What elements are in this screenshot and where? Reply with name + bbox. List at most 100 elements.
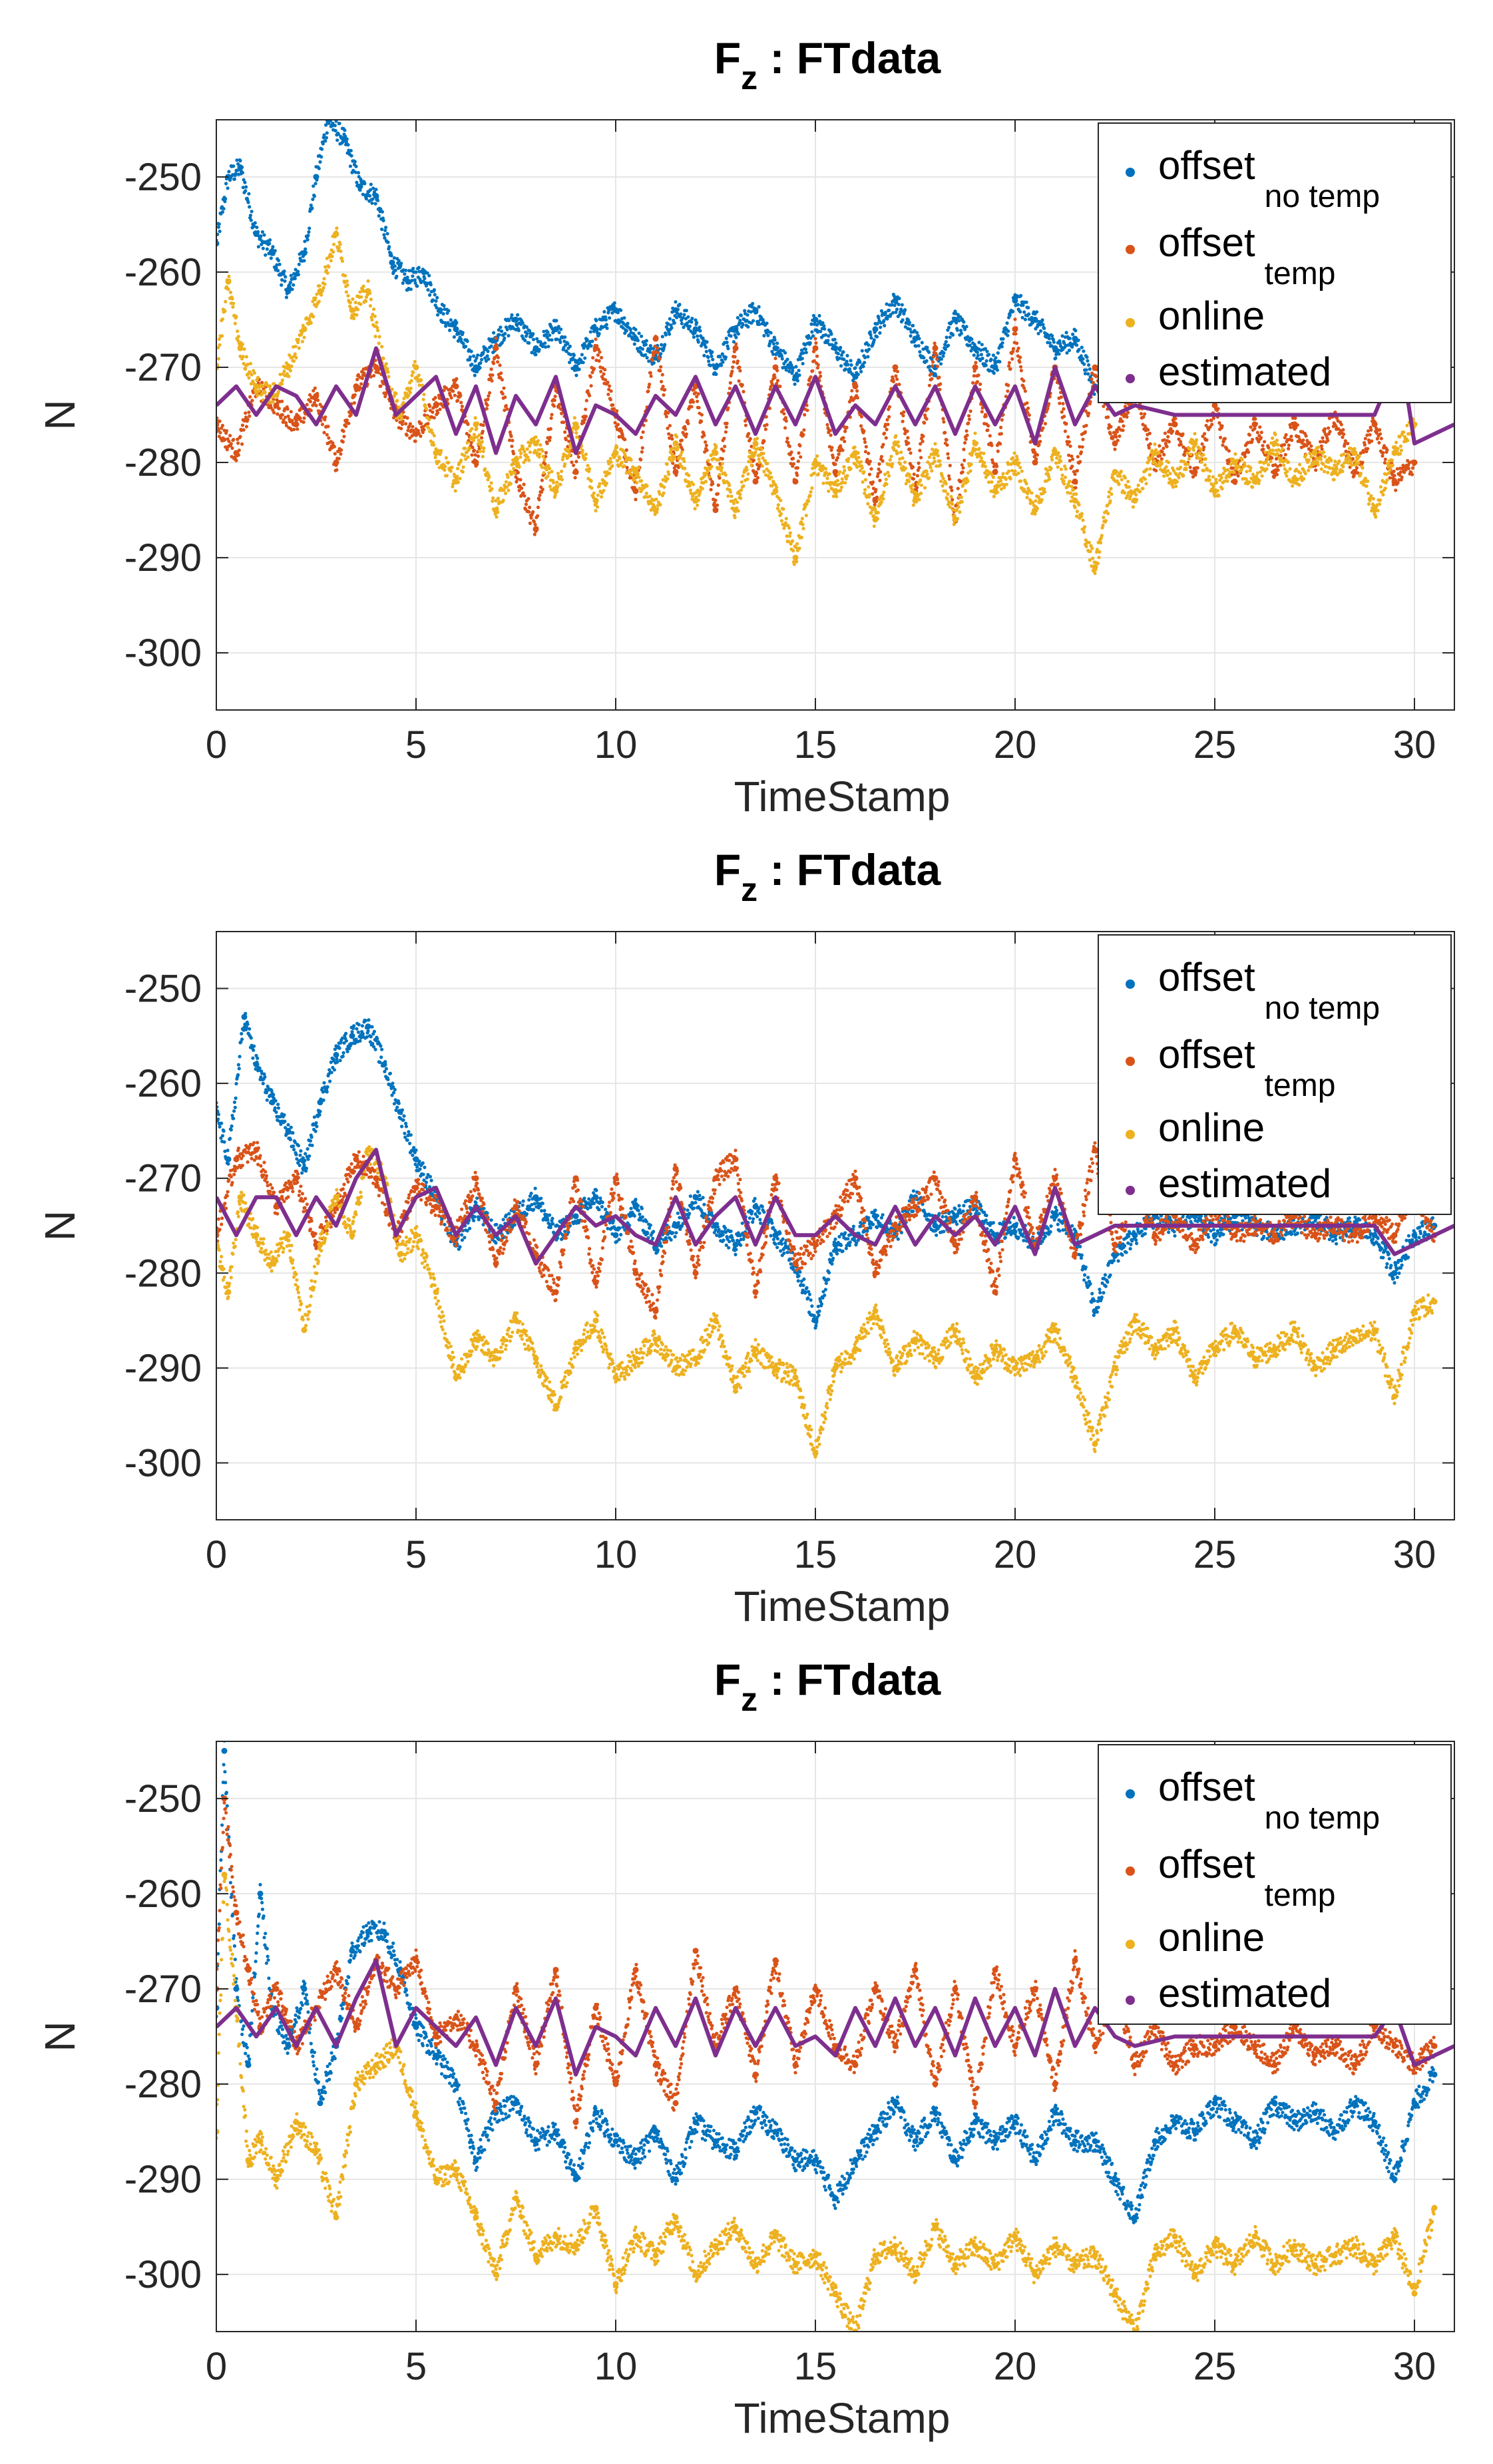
trace-dot bbox=[987, 353, 991, 357]
trace-dot bbox=[702, 353, 706, 358]
trace-dot bbox=[1082, 349, 1086, 353]
trace-dot bbox=[544, 468, 548, 472]
trace-dot bbox=[516, 313, 520, 317]
trace-dot bbox=[1026, 406, 1030, 411]
trace-dot bbox=[693, 506, 697, 511]
trace-dot bbox=[1147, 446, 1151, 450]
trace-dot bbox=[783, 351, 787, 355]
trace-dot bbox=[324, 268, 328, 272]
trace-dot bbox=[247, 376, 251, 380]
trace-dot bbox=[216, 357, 220, 361]
trace-dot bbox=[734, 335, 738, 339]
trace-dot bbox=[917, 337, 921, 341]
trace-dot bbox=[659, 365, 663, 369]
trace-dot bbox=[720, 462, 724, 466]
trace-dot bbox=[356, 171, 361, 175]
trace-dot bbox=[540, 490, 544, 494]
trace-dot bbox=[913, 329, 917, 333]
trace-dot bbox=[623, 437, 627, 442]
trace-dot bbox=[716, 492, 720, 496]
trace-dot bbox=[348, 301, 353, 305]
trace-dot bbox=[535, 526, 539, 530]
trace-dot bbox=[840, 477, 844, 481]
trace-dot bbox=[280, 382, 284, 386]
trace-dot bbox=[1126, 411, 1130, 415]
trace-dot bbox=[240, 442, 244, 446]
trace-dot bbox=[316, 391, 320, 396]
trace-dot bbox=[1088, 367, 1092, 371]
trace-dot bbox=[450, 465, 454, 469]
trace-dot bbox=[935, 353, 939, 357]
trace-dot bbox=[720, 457, 724, 461]
trace-dot bbox=[432, 416, 437, 420]
trace-dot bbox=[780, 357, 784, 361]
trace-dot bbox=[841, 436, 845, 440]
trace-dot bbox=[490, 379, 494, 383]
trace-dot bbox=[623, 331, 627, 335]
trace-dot bbox=[999, 432, 1003, 436]
trace-dot bbox=[436, 411, 440, 415]
trace-dot bbox=[845, 353, 849, 358]
trace-dot bbox=[216, 232, 220, 236]
trace-dot bbox=[1118, 434, 1122, 439]
trace-dot bbox=[439, 448, 443, 452]
trace-dot bbox=[1014, 332, 1018, 336]
trace-dot bbox=[434, 299, 438, 303]
trace-dot bbox=[233, 321, 237, 325]
trace-dot bbox=[322, 133, 326, 137]
trace-dot bbox=[435, 305, 439, 309]
trace-dot bbox=[712, 456, 716, 460]
trace-dot bbox=[1000, 418, 1004, 422]
trace-dot bbox=[746, 472, 750, 476]
trace-dot bbox=[1026, 411, 1030, 415]
trace-dot bbox=[1284, 433, 1288, 437]
trace-dot bbox=[1341, 435, 1345, 439]
trace-dot bbox=[837, 356, 841, 361]
trace-dot bbox=[967, 414, 971, 418]
trace-dot bbox=[452, 335, 457, 339]
trace-dot bbox=[640, 450, 644, 454]
trace-dot bbox=[872, 338, 876, 342]
trace-dot bbox=[566, 456, 570, 460]
trace-dot bbox=[217, 337, 221, 341]
trace-dot bbox=[590, 371, 594, 375]
trace-dot bbox=[672, 455, 676, 459]
trace-dot bbox=[1270, 456, 1274, 460]
trace-dot bbox=[517, 488, 521, 492]
trace-dot bbox=[234, 315, 238, 319]
trace-dot bbox=[317, 166, 321, 170]
trace-dot bbox=[630, 468, 634, 472]
trace-dot bbox=[725, 421, 729, 426]
trace-dot bbox=[508, 439, 512, 442]
trace-dot bbox=[548, 466, 552, 470]
trace-dot bbox=[791, 462, 795, 466]
trace-dot bbox=[953, 318, 957, 322]
trace-dot bbox=[494, 336, 498, 340]
trace-dot bbox=[280, 399, 284, 403]
trace-dot bbox=[1067, 440, 1071, 444]
trace-dot bbox=[839, 485, 843, 489]
trace-dot bbox=[546, 330, 550, 334]
trace-dot bbox=[447, 309, 451, 313]
trace-dot bbox=[359, 382, 363, 386]
trace-dot bbox=[580, 353, 584, 357]
trace-dot bbox=[300, 250, 304, 254]
trace-dot bbox=[231, 305, 235, 309]
trace-dot bbox=[288, 353, 292, 357]
trace-dot bbox=[598, 350, 602, 354]
trace-dot bbox=[1040, 318, 1044, 322]
trace-dot bbox=[328, 120, 332, 123]
trace-dot bbox=[1038, 323, 1042, 327]
trace-dot bbox=[282, 369, 286, 373]
trace-dot bbox=[1061, 402, 1065, 406]
trace-dot bbox=[556, 485, 560, 490]
trace-dot bbox=[823, 333, 827, 337]
trace-dot bbox=[570, 460, 574, 464]
trace-dot bbox=[738, 492, 742, 496]
trace-dot bbox=[871, 492, 875, 496]
trace-dot bbox=[395, 399, 399, 403]
trace-dot bbox=[724, 425, 728, 429]
trace-dot bbox=[351, 297, 355, 301]
trace-dot bbox=[875, 517, 879, 521]
trace-dot bbox=[240, 423, 244, 427]
